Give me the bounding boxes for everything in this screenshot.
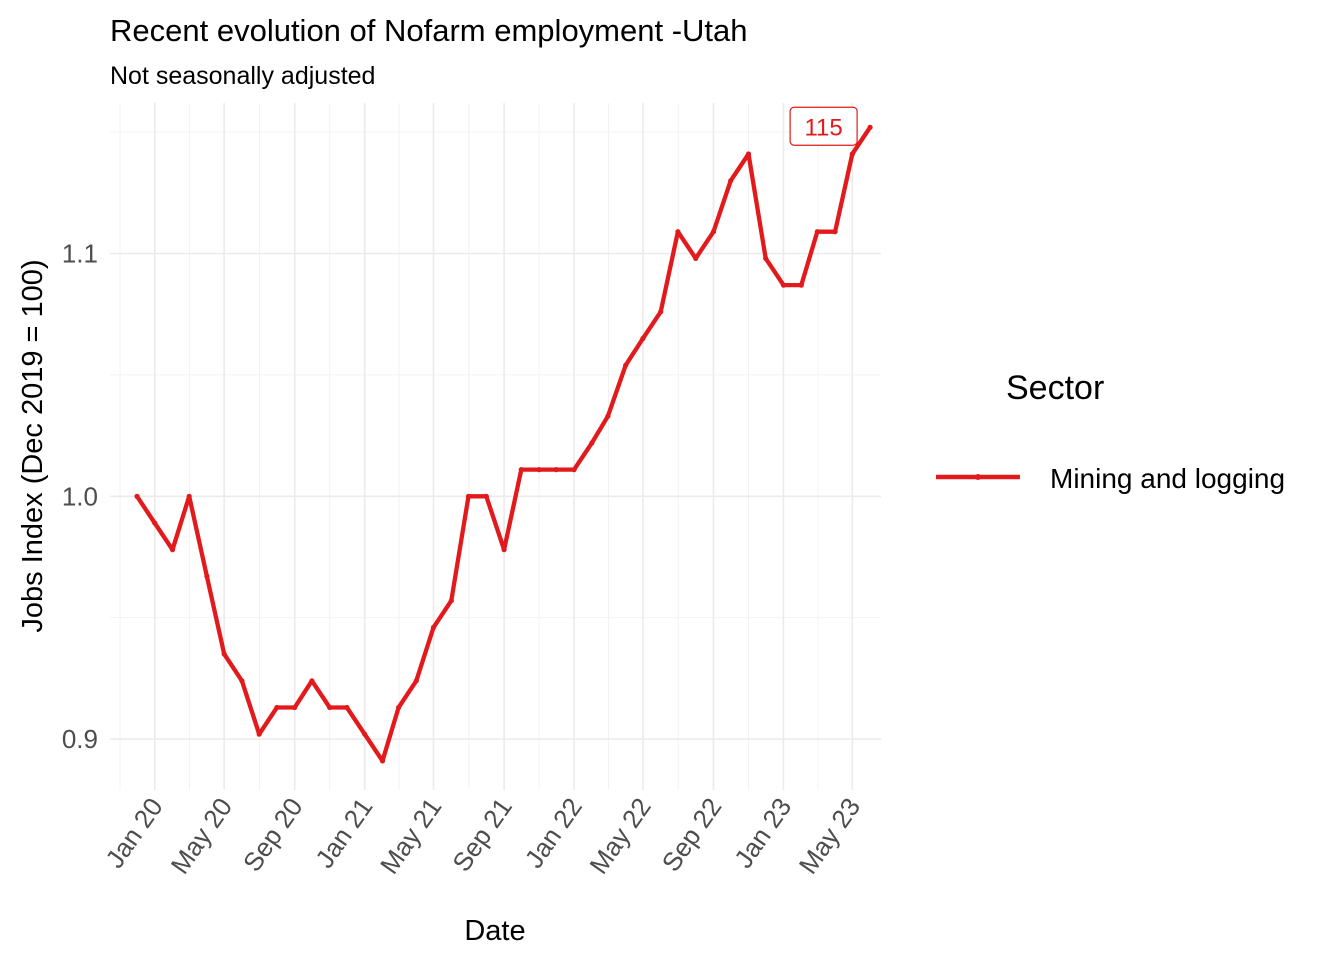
plot-grid bbox=[110, 103, 881, 790]
data-point bbox=[571, 467, 577, 473]
legend-title: Sector bbox=[1006, 369, 1104, 407]
end-label-layer: 115 bbox=[789, 106, 858, 146]
data-point bbox=[152, 520, 158, 526]
data-point bbox=[169, 547, 176, 553]
data-point bbox=[379, 758, 386, 764]
data-point bbox=[675, 229, 681, 235]
data-point bbox=[292, 704, 298, 711]
legend-key-point bbox=[975, 474, 981, 480]
data-point bbox=[814, 229, 820, 235]
data-point bbox=[728, 178, 734, 184]
data-point bbox=[362, 731, 368, 737]
data-point bbox=[256, 731, 262, 737]
data-point bbox=[274, 704, 280, 711]
data-point bbox=[396, 704, 402, 711]
data-point bbox=[780, 282, 787, 288]
data-point bbox=[501, 547, 507, 553]
chart-subtitle: Not seasonally adjusted bbox=[110, 62, 375, 90]
data-point bbox=[186, 493, 192, 499]
data-point bbox=[867, 124, 873, 130]
data-point bbox=[553, 467, 559, 473]
x-axis-title: Date bbox=[464, 915, 525, 947]
x-tick-label: Jan 23 bbox=[728, 792, 797, 873]
data-point bbox=[465, 493, 472, 499]
x-tick-label: Sep 22 bbox=[656, 792, 728, 877]
data-point bbox=[745, 151, 752, 157]
data-point bbox=[327, 704, 333, 711]
data-point bbox=[518, 467, 524, 473]
end-label-box bbox=[789, 106, 858, 146]
data-point bbox=[710, 229, 717, 235]
x-tick-label: Sep 20 bbox=[237, 792, 309, 877]
data-point bbox=[640, 335, 646, 342]
y-tick-label: 0.9 bbox=[62, 724, 98, 754]
y-tick-label: 1.1 bbox=[62, 239, 98, 269]
data-point bbox=[239, 678, 245, 684]
data-point bbox=[832, 229, 838, 235]
data-point bbox=[204, 573, 210, 580]
data-point bbox=[134, 493, 140, 499]
data-point bbox=[448, 598, 454, 604]
series-layer bbox=[134, 124, 873, 764]
y-tick-label: 1.0 bbox=[62, 481, 98, 511]
data-point bbox=[309, 678, 315, 684]
data-point bbox=[658, 309, 664, 315]
data-point bbox=[798, 282, 804, 288]
data-point bbox=[605, 413, 611, 419]
data-point bbox=[763, 255, 769, 261]
end-value-label: 115 bbox=[804, 114, 842, 141]
x-tick-label: Jan 21 bbox=[309, 792, 378, 873]
legend-entry-mining-and-logging: Mining and logging bbox=[1050, 463, 1285, 494]
x-tick-label: Sep 21 bbox=[446, 792, 518, 877]
data-point bbox=[849, 151, 855, 157]
data-point bbox=[483, 493, 489, 499]
x-tick-label: Jan 20 bbox=[99, 792, 168, 873]
x-tick-label: May 21 bbox=[374, 792, 447, 879]
x-tick-label: May 23 bbox=[793, 792, 866, 879]
data-point bbox=[589, 440, 595, 446]
data-point bbox=[693, 255, 699, 261]
data-point bbox=[430, 624, 437, 631]
y-axis-title: Jobs Index (Dec 2019 = 100) bbox=[17, 259, 49, 632]
x-tick-label: May 20 bbox=[165, 792, 238, 879]
legend: Sector Mining and logging bbox=[936, 369, 1285, 494]
data-point bbox=[344, 704, 350, 711]
y-axis: 0.9 1.0 1.1 bbox=[62, 239, 98, 755]
data-point bbox=[413, 678, 419, 684]
data-point bbox=[221, 651, 227, 657]
x-tick-label: Jan 22 bbox=[519, 792, 588, 873]
data-point bbox=[536, 467, 542, 473]
data-point bbox=[623, 362, 629, 368]
x-tick-label: May 22 bbox=[583, 792, 656, 879]
chart-title: Recent evolution of Nofarm employment -U… bbox=[110, 13, 748, 48]
